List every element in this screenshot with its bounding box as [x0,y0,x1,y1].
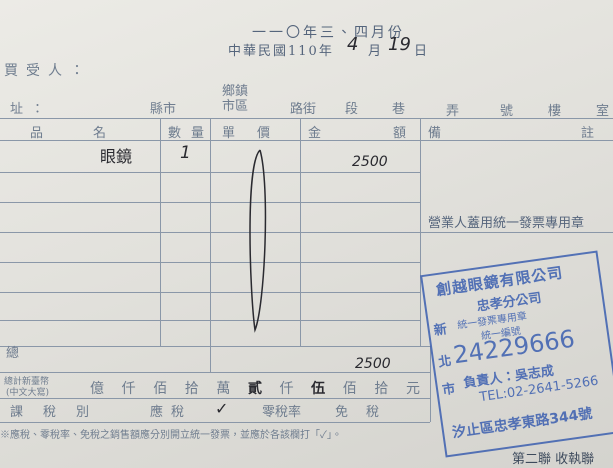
header-price: 單價 [222,126,293,141]
tax-zero: 零稅率 [262,405,302,420]
chinese-total-sublabel: (中文大寫) [6,388,50,398]
strike-mark [249,149,267,333]
unit: 億 [90,381,104,397]
address-field: 路街 [290,102,317,117]
month-unit: 月 [368,44,382,59]
rule [0,140,613,141]
handwritten-digit: 貳 [247,381,262,397]
unit: 拾 [374,381,389,397]
unit: 仟 [279,381,294,397]
seal-note: 營業人蓋用統一發票專用章 [428,216,585,231]
unit: 佰 [153,381,168,397]
rule [430,346,431,422]
stamp-side: 北 [437,353,453,371]
address-field: 號 [500,104,514,119]
rule [0,346,430,347]
buyer-label: 買受人： [4,63,92,79]
period: 一一〇年三、四月份 [252,25,405,41]
stamp-address: 汐止區忠孝東路344號 [451,405,594,442]
tax-check: ✓ [215,399,229,418]
address-field: 鄉鎮市區 [222,84,249,114]
stamp-side: 市 [441,381,457,399]
tax-exempt: 免稅 [335,405,398,420]
chinese-total-label: 總計新臺幣 [4,377,50,387]
amount: 2500 [352,154,388,170]
address-field: 段 [345,102,359,117]
rule [160,118,161,346]
address-field: 樓 [548,104,562,119]
address-field: 室 [596,104,610,119]
unit: 拾 [184,381,199,397]
rule [300,118,301,346]
day: 19 [388,34,411,55]
tax-label: 課稅別 [10,405,110,420]
date-prefix: 中華民國110年 [228,44,334,59]
copy-label: 第二聯 收執聯 [512,452,595,467]
total-label: 總 [6,346,20,361]
stamp-side: 新 [432,322,448,339]
tax-taxable: 應稅 [150,405,193,420]
header-item: 品名 [30,126,157,141]
quantity: 1 [180,143,191,163]
rule [0,232,613,233]
handwritten-digit: 伍 [311,381,326,397]
unit: 佰 [342,381,357,397]
rule [0,372,430,373]
header-amount: 金額 [308,126,479,141]
strike-mark [249,149,267,333]
rule [0,398,430,399]
item: 眼鏡 [100,147,133,166]
rule [210,118,211,372]
day-unit: 日 [414,44,428,59]
header-quantity: 數量 [168,126,215,141]
rule [420,118,421,346]
stamp: 創越眼鏡有限公司 忠孝分公司 新 統一發票專用章 統一編號 北 24229666… [420,250,613,458]
chinese-total: 億仟佰拾萬貳仟伍佰拾元 [90,378,420,398]
address-field: 弄 [446,104,460,119]
rule [0,118,613,119]
address-field: 縣市 [150,102,177,117]
unit: 仟 [121,381,136,397]
rule [0,422,430,423]
unit: 萬 [216,381,231,397]
header-remarks: 備註 [428,126,594,141]
address-label: 址： [10,102,53,117]
unit: 元 [405,381,420,397]
total-amount: 2500 [355,356,391,372]
month: 4 [347,34,359,55]
address-field: 巷 [392,102,406,117]
footnote: ※應稅、零稅率、免稅之銷售額應分別開立統一發票，並應於各該欄打「✓」。 [0,430,342,441]
